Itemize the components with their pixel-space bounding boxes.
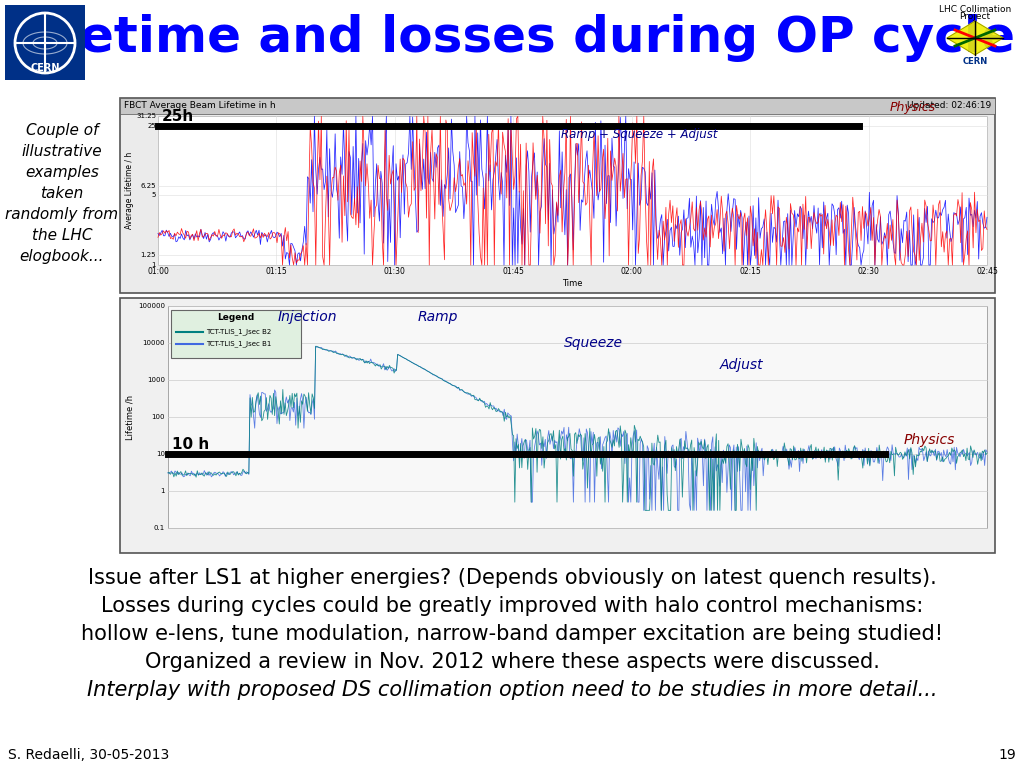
Text: CERN: CERN <box>963 57 987 66</box>
Text: Ramp: Ramp <box>418 310 459 324</box>
Text: 01:00: 01:00 <box>147 267 169 276</box>
Text: FBCT Average Beam Lifetime in h: FBCT Average Beam Lifetime in h <box>124 101 275 111</box>
Text: 31.25: 31.25 <box>136 113 156 119</box>
Text: 02:45: 02:45 <box>976 267 998 276</box>
Text: 1: 1 <box>161 488 165 494</box>
Text: 10 h: 10 h <box>172 437 209 452</box>
Text: 0.1: 0.1 <box>154 525 165 531</box>
Text: 01:30: 01:30 <box>384 267 406 276</box>
Text: S. Redaelli, 30-05-2013: S. Redaelli, 30-05-2013 <box>8 748 169 762</box>
Text: 02:30: 02:30 <box>858 267 880 276</box>
Bar <box>171 310 301 358</box>
Text: Lifetime and losses during OP cycle: Lifetime and losses during OP cycle <box>9 14 1015 62</box>
Bar <box>120 98 995 293</box>
Text: 02:15: 02:15 <box>739 267 761 276</box>
Text: 01:45: 01:45 <box>503 267 524 276</box>
Text: hollow e-lens, tune modulation, narrow-band damper excitation are being studied!: hollow e-lens, tune modulation, narrow-b… <box>81 624 943 644</box>
Text: Lifetime /h: Lifetime /h <box>126 395 134 439</box>
Text: 01:15: 01:15 <box>265 267 288 276</box>
Text: Physics: Physics <box>904 433 955 447</box>
Text: 25h: 25h <box>162 108 195 124</box>
Text: Organized a review in Nov. 2012 where these aspects were discussed.: Organized a review in Nov. 2012 where th… <box>144 652 880 672</box>
Text: 1.25: 1.25 <box>140 253 156 258</box>
Text: Squeeze: Squeeze <box>564 336 624 349</box>
Text: 1000: 1000 <box>147 377 165 383</box>
Text: 10000: 10000 <box>142 340 165 346</box>
Polygon shape <box>947 22 1002 55</box>
Text: Physics: Physics <box>889 101 936 114</box>
Text: 10: 10 <box>156 451 165 457</box>
Text: CERN: CERN <box>31 63 59 73</box>
Text: Average Lifetime / h: Average Lifetime / h <box>126 152 134 229</box>
Text: 1: 1 <box>152 262 156 268</box>
Text: Time: Time <box>562 279 583 288</box>
Bar <box>168 306 987 528</box>
Text: Interplay with proposed DS collimation option need to be studies in more detail.: Interplay with proposed DS collimation o… <box>87 680 937 700</box>
Text: 100000: 100000 <box>138 303 165 309</box>
Text: Adjust: Adjust <box>720 358 763 372</box>
Text: Ramp + Squeeze + Adjust: Ramp + Squeeze + Adjust <box>560 127 717 141</box>
Text: Couple of
illustrative
examples
taken
randomly from
the LHC
elogbook...: Couple of illustrative examples taken ra… <box>5 123 119 263</box>
Bar <box>158 116 987 265</box>
Bar <box>5 5 85 80</box>
Text: LHC Collimation: LHC Collimation <box>939 5 1011 14</box>
Text: 02:00: 02:00 <box>621 267 643 276</box>
Text: Injection: Injection <box>278 310 337 324</box>
Text: Updated: 02:46:19: Updated: 02:46:19 <box>906 101 991 111</box>
Text: Legend: Legend <box>217 313 255 323</box>
Bar <box>120 98 995 114</box>
Text: 19: 19 <box>998 748 1016 762</box>
Text: TCT-TLIS_1_Jsec B1: TCT-TLIS_1_Jsec B1 <box>206 341 271 347</box>
Text: Project: Project <box>959 12 990 21</box>
Bar <box>120 298 995 553</box>
Text: 100: 100 <box>152 414 165 420</box>
Text: 5: 5 <box>152 192 156 198</box>
Text: 6.25: 6.25 <box>140 183 156 189</box>
Text: Issue after LS1 at higher energies? (Depends obviously on latest quench results): Issue after LS1 at higher energies? (Dep… <box>88 568 936 588</box>
Text: Losses during cycles could be greatly improved with halo control mechanisms:: Losses during cycles could be greatly im… <box>101 596 923 616</box>
Text: 25: 25 <box>147 123 156 129</box>
Text: TCT-TLIS_1_Jsec B2: TCT-TLIS_1_Jsec B2 <box>206 329 271 336</box>
